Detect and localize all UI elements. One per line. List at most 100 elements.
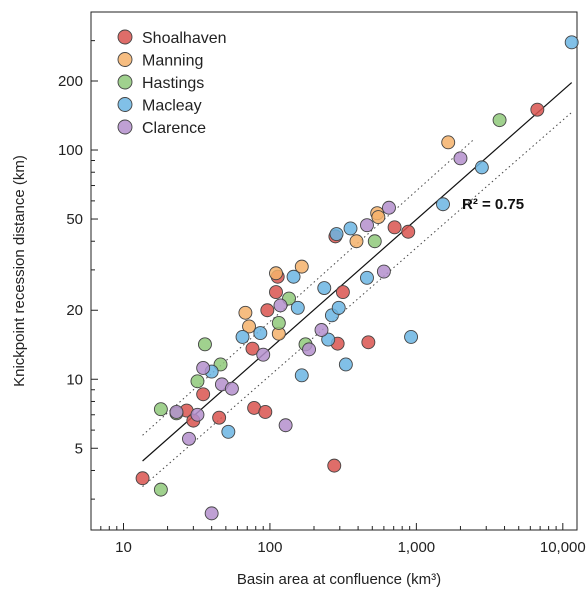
data-point-hastings — [492, 113, 507, 128]
data-point-macleay — [221, 424, 236, 439]
data-point-shoalhaven — [401, 224, 416, 239]
data-point-clarence — [453, 151, 468, 166]
data-point-clarence — [314, 323, 329, 337]
legend-marker — [117, 119, 133, 135]
data-point-macleay — [235, 329, 250, 344]
data-point-clarence — [376, 264, 391, 279]
legend-label: Clarence — [142, 120, 206, 137]
legend: Shoalhaven Manning Hastings Macleay Clarence — [117, 29, 227, 137]
y-tick-label: 50 — [66, 211, 83, 228]
data-point-shoalhaven — [196, 387, 211, 402]
data-point-macleay — [294, 368, 309, 383]
y-axis-label: Knickpoint recession distance (km) — [11, 155, 28, 387]
legend-item-macleay: Macleay — [117, 97, 202, 115]
series-macleay — [204, 35, 579, 439]
data-point-macleay — [329, 227, 344, 241]
data-point-shoalhaven — [269, 285, 283, 300]
legend-label: Manning — [142, 53, 203, 70]
legend-item-hastings: Hastings — [117, 74, 204, 92]
data-point-clarence — [182, 431, 196, 446]
data-point-shoalhaven — [361, 335, 376, 350]
y-tick-label: 200 — [58, 73, 83, 90]
data-point-manning — [441, 135, 456, 150]
data-point-shoalhaven — [530, 102, 545, 117]
data-point-manning — [238, 305, 253, 320]
data-point-macleay — [317, 281, 332, 295]
data-point-shoalhaven — [135, 471, 150, 486]
data-point-hastings — [198, 337, 212, 352]
y-axis: 5 10 20 50 100 200 Knickpoint recession dista… — [11, 11, 98, 500]
data-point-macleay — [474, 160, 489, 175]
data-point-hastings — [367, 234, 382, 249]
data-point-shoalhaven — [327, 458, 342, 473]
data-point-shoalhaven — [260, 303, 275, 318]
data-point-macleay — [338, 357, 353, 372]
data-point-clarence — [302, 342, 317, 357]
data-point-clarence — [278, 418, 293, 433]
data-point-clarence — [382, 200, 396, 215]
data-point-hastings — [271, 316, 286, 330]
data-point-manning — [269, 266, 283, 281]
legend-label: Shoalhaven — [142, 30, 227, 47]
data-point-manning — [242, 319, 256, 334]
data-point-macleay — [321, 332, 336, 347]
confidence-upper-line — [142, 138, 475, 436]
data-point-macleay — [404, 329, 419, 344]
legend-label: Macleay — [142, 98, 202, 115]
data-point-clarence — [169, 405, 184, 419]
data-point-shoalhaven — [245, 341, 260, 356]
data-point-hastings — [153, 402, 168, 417]
regression-line — [142, 82, 573, 462]
data-point-shoalhaven — [212, 410, 227, 425]
data-point-macleay — [290, 300, 305, 315]
x-axis-label: Basin area at confluence (km³) — [237, 571, 441, 588]
data-points — [135, 35, 579, 521]
legend-item-clarence: Clarence — [117, 119, 206, 137]
plot-frame — [90, 11, 578, 531]
series-clarence — [169, 151, 468, 521]
x-tick-label: 1,000 — [398, 539, 436, 556]
y-tick-label: 100 — [58, 142, 83, 159]
data-point-macleay — [286, 269, 301, 284]
legend-marker — [117, 29, 133, 45]
legend-label: Hastings — [142, 75, 204, 92]
fit-lines — [142, 82, 573, 488]
data-point-macleay — [331, 300, 346, 315]
data-point-macleay — [360, 270, 374, 285]
data-point-clarence — [273, 298, 288, 313]
data-point-hastings — [153, 482, 168, 497]
y-tick-label: 5 — [75, 440, 83, 457]
legend-marker — [117, 52, 133, 67]
data-point-clarence — [360, 218, 374, 233]
data-point-clarence — [256, 347, 271, 362]
x-tick-label: 10,000 — [540, 539, 586, 556]
x-tick-label: 10 — [115, 539, 132, 556]
data-point-macleay — [436, 197, 450, 212]
legend-marker — [117, 97, 133, 112]
data-point-clarence — [196, 361, 211, 375]
y-tick-label: 20 — [66, 302, 83, 319]
confidence-lower-line — [142, 111, 573, 488]
data-point-shoalhaven — [335, 285, 350, 300]
data-point-shoalhaven — [258, 405, 273, 419]
data-point-clarence — [204, 506, 219, 521]
data-point-macleay — [564, 35, 579, 50]
x-tick-label: 100 — [257, 539, 282, 556]
series-hastings — [153, 113, 507, 497]
data-point-manning — [349, 234, 364, 249]
x-axis: 10 100 1,000 10,000 Basin area at confluenc… — [90, 523, 586, 588]
r-squared-annotation: R² = 0.75 — [462, 196, 524, 213]
data-point-macleay — [343, 221, 358, 236]
legend-item-manning: Manning — [117, 52, 203, 70]
data-point-clarence — [190, 407, 205, 422]
data-point-manning — [371, 210, 386, 225]
data-point-clarence — [224, 381, 239, 396]
data-point-manning — [294, 259, 309, 274]
legend-item-shoalhaven: Shoalhaven — [117, 29, 227, 47]
legend-marker — [117, 74, 133, 90]
data-point-hastings — [190, 374, 205, 389]
y-tick-label: 10 — [66, 371, 83, 388]
data-point-shoalhaven — [387, 220, 402, 235]
series-manning — [238, 135, 456, 341]
